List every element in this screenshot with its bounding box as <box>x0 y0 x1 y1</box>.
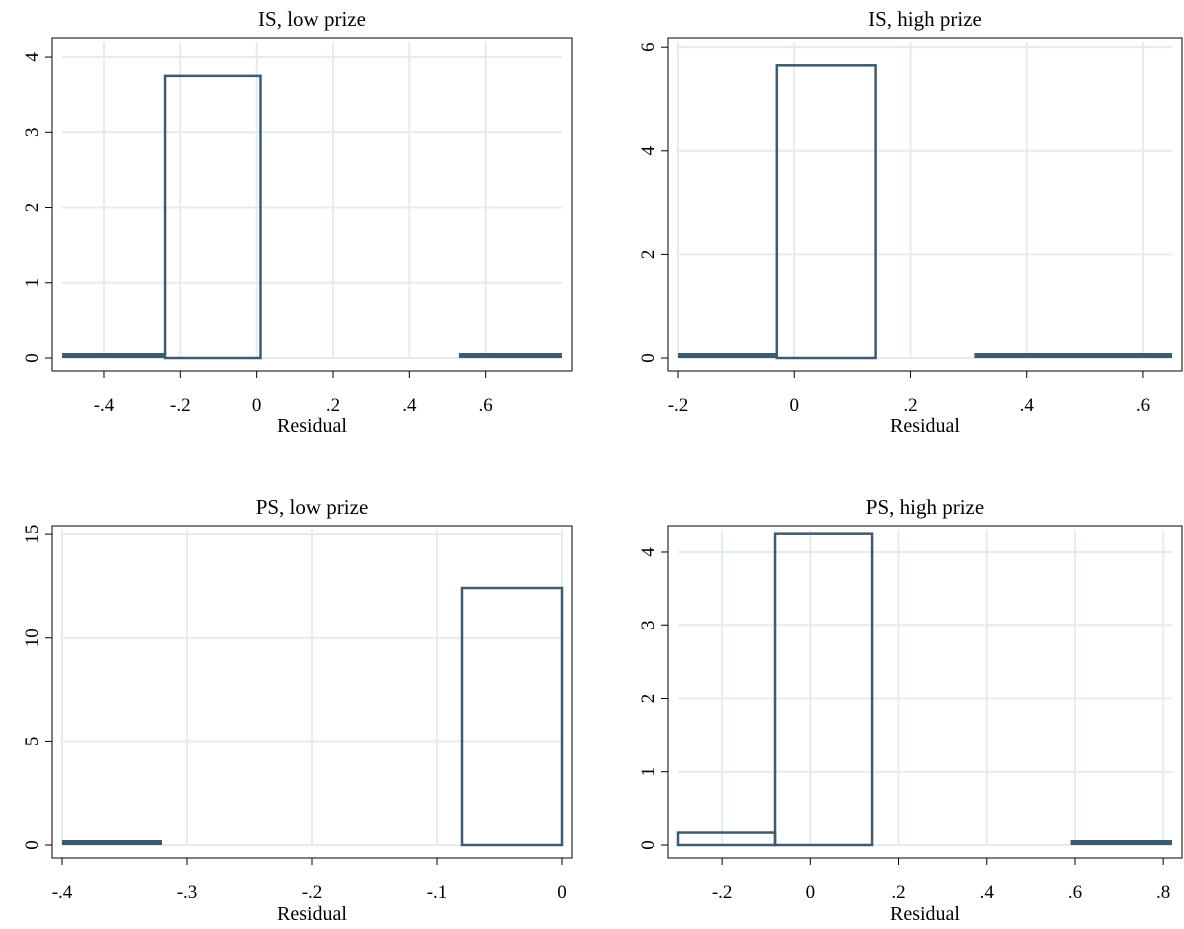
plot-frame <box>667 37 1183 372</box>
panel-ps-low-prize: -.4 -.3 -.2 -.1 0 0 5 10 15 PS, low prize Residual <box>22 495 573 925</box>
y-tick-label: 0 <box>22 840 43 850</box>
histogram-bar <box>773 532 874 847</box>
histogram-bar <box>62 840 162 845</box>
x-tick-label: .4 <box>1020 395 1035 416</box>
y-tick-label: 3 <box>22 128 43 138</box>
histogram-bar <box>62 353 166 358</box>
x-axis-label: Residual <box>890 415 960 437</box>
x-tick-label: -.4 <box>94 395 115 416</box>
panel-ps-high-prize: -.2 0 .2 .4 .6 .8 0 1 2 3 4 PS, high prize Residual <box>638 495 1183 925</box>
x-tick-label: .6 <box>1068 882 1082 903</box>
x-tick-label: .4 <box>402 395 417 416</box>
y-tick-label: 1 <box>638 767 659 777</box>
chart-title: IS, high prize <box>868 7 982 31</box>
x-tick-label: .2 <box>903 395 917 416</box>
panel-is-high-prize: -.2 0 .2 .4 .6 0 2 4 6 IS, high prize Residual <box>638 7 1183 437</box>
x-tick-label: -.1 <box>427 882 448 903</box>
y-tick-label: 4 <box>638 547 659 557</box>
x-tick-label: -.4 <box>52 882 73 903</box>
histogram-bar <box>775 64 877 360</box>
plot-frame <box>667 525 1183 859</box>
histogram-bar <box>163 74 262 360</box>
histogram-bar <box>460 586 564 847</box>
x-tick-label: 0 <box>252 395 262 416</box>
y-tick-label: 0 <box>22 353 43 363</box>
y-tick-label: 0 <box>638 840 659 850</box>
y-tick-label: 4 <box>638 146 659 156</box>
histogram-bar <box>678 353 777 358</box>
histogram-bar <box>974 353 1172 358</box>
y-tick-label: 2 <box>22 203 43 213</box>
x-tick-label: .6 <box>479 395 493 416</box>
x-tick-label: .2 <box>326 395 340 416</box>
y-tick-label: 4 <box>22 52 43 62</box>
x-tick-label: .2 <box>891 882 905 903</box>
y-tick-label: 2 <box>638 250 659 259</box>
x-tick-label: -.2 <box>302 882 323 903</box>
y-tick-label: 15 <box>22 525 43 544</box>
plot-frame <box>51 37 573 372</box>
chart-title: PS, low prize <box>256 495 369 519</box>
chart-title: IS, low prize <box>258 7 366 31</box>
y-tick-label: 1 <box>22 278 43 288</box>
histogram-bar <box>458 353 562 358</box>
x-tick-label: -.2 <box>668 395 689 416</box>
x-tick-label: 0 <box>789 395 799 416</box>
x-axis-label: Residual <box>890 903 960 925</box>
x-tick-label: -.2 <box>170 395 191 416</box>
y-tick-label: 10 <box>22 628 43 647</box>
y-tick-label: 6 <box>638 42 659 52</box>
x-tick-label: .8 <box>1156 882 1170 903</box>
chart-title: PS, high prize <box>866 495 984 519</box>
y-tick-label: 0 <box>638 353 659 363</box>
histogram-bar <box>676 831 777 847</box>
histogram-bar <box>1070 840 1172 845</box>
x-tick-label: .4 <box>980 882 995 903</box>
panel-is-low-prize: -.4 -.2 0 .2 .4 .6 0 1 2 3 4 IS, low prize Residual <box>22 7 573 437</box>
x-tick-label: 0 <box>806 882 816 903</box>
x-axis-label: Residual <box>277 415 347 437</box>
x-tick-label: -.3 <box>177 882 198 903</box>
x-tick-label: -.2 <box>712 882 733 903</box>
y-tick-label: 3 <box>638 620 659 630</box>
y-tick-label: 2 <box>638 694 659 704</box>
x-tick-label: .6 <box>1136 395 1150 416</box>
y-tick-label: 5 <box>22 737 43 747</box>
x-axis-label: Residual <box>277 903 347 925</box>
x-tick-label: 0 <box>557 882 567 903</box>
